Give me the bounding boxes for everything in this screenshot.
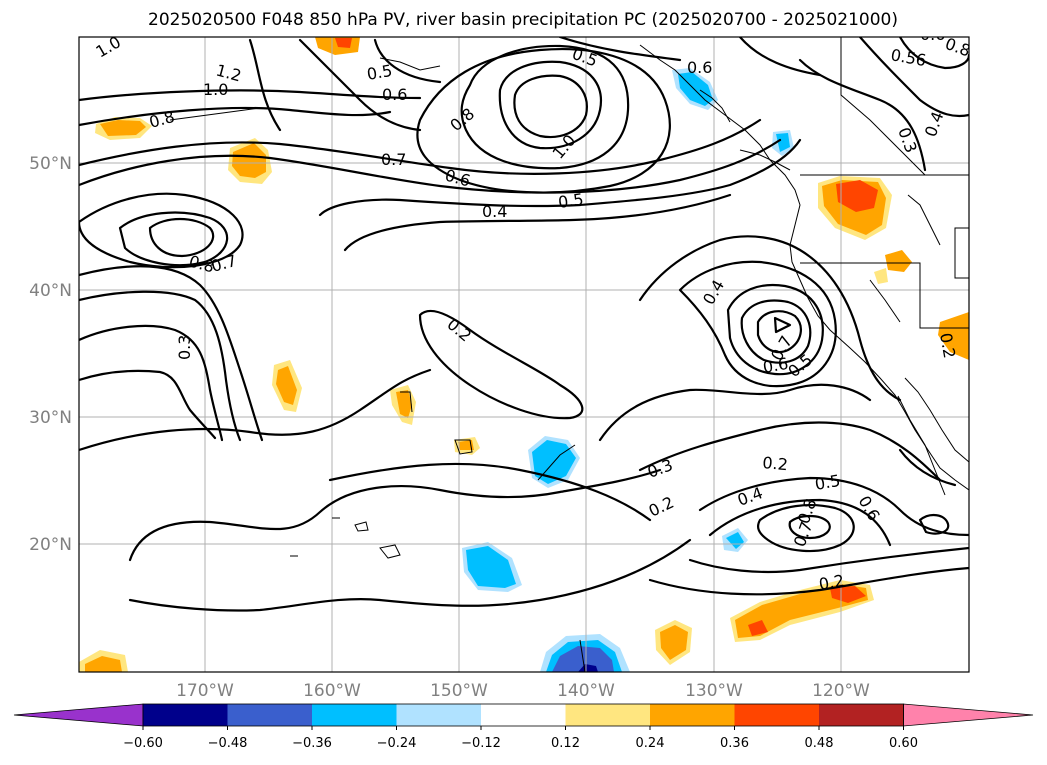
precip-positive-area — [396, 390, 412, 418]
colorbar-tick-label: 0.36 — [720, 736, 749, 751]
contour-label: 0.5 — [813, 471, 841, 494]
contour-label: 0.6 — [761, 354, 789, 377]
colorbar-tick-label: −0.36 — [292, 736, 332, 751]
colorbar-tick-label: 0.48 — [805, 736, 834, 751]
coast-small-features — [400, 391, 586, 672]
lat-label-50n: 50°N — [29, 154, 72, 174]
lat-label-40n: 40°N — [29, 281, 72, 301]
precip-positive-area — [885, 250, 912, 272]
precip-negative-area — [726, 532, 744, 549]
longitude-labels: 170°W 160°W 150°W 140°W 130°W 120°W — [176, 681, 870, 701]
precip-positive-area — [100, 120, 146, 136]
precip-negative-area — [678, 72, 713, 106]
colorbar-swatch — [819, 704, 904, 726]
precip-positive-area — [335, 38, 352, 48]
map-frame — [78, 36, 970, 673]
map-title: 2025020500 F048 850 hPa PV, river basin … — [148, 10, 898, 30]
colorbar-swatch — [481, 704, 566, 726]
lon-label-120w: 120°W — [812, 681, 870, 701]
contour-label: 0.7 — [381, 150, 406, 169]
lat-label-20n: 20°N — [29, 535, 72, 555]
colorbar-tick-label: 0.12 — [551, 736, 580, 751]
colorbar-tick-label: −0.48 — [208, 736, 248, 751]
lon-label-150w: 150°W — [430, 681, 488, 701]
contour-label: 0.6 — [382, 85, 407, 104]
precip-positive-area — [830, 586, 866, 603]
precip-positive-area — [232, 143, 266, 178]
colorbar-extend-low — [13, 703, 144, 727]
lat-label-30n: 30°N — [29, 408, 72, 428]
colorbar-swatch — [734, 704, 820, 726]
colorbar-tick-label: −0.12 — [461, 736, 501, 751]
colorbar-swatch — [312, 704, 397, 726]
contour-label: 0.2 — [936, 331, 959, 359]
precip-positive-area — [748, 620, 768, 636]
contour-label: 1.0 — [203, 80, 228, 99]
lon-label-130w: 130°W — [685, 681, 743, 701]
coastlines-borders — [169, 37, 969, 559]
precip-positive-area — [660, 625, 688, 660]
colorbar-frame — [142, 703, 904, 727]
contour-label: 0.2 — [817, 571, 845, 594]
colorbar-swatch — [143, 704, 228, 726]
latitude-labels: 50°N 40°N 30°N 20°N — [29, 154, 72, 555]
colorbar-tick-label: −0.24 — [377, 736, 417, 751]
contour-label: 0.5 — [365, 61, 393, 84]
contour-label: 0.5 — [557, 190, 585, 212]
lon-label-170w: 170°W — [176, 681, 234, 701]
contour-label: 0.2 — [762, 453, 789, 474]
colorbar-extend-high — [903, 703, 1034, 727]
colorbar-swatch — [650, 704, 735, 726]
colorbar-swatch — [565, 704, 651, 726]
colorbar-tick-label: −0.60 — [123, 736, 163, 751]
contour-label: 0.4 — [482, 202, 507, 221]
precip-positive-area — [874, 268, 888, 284]
precip-negative-area — [776, 133, 790, 152]
contour-label: 0.6 — [920, 25, 945, 44]
colorbar-tick-label: 0.24 — [636, 736, 665, 751]
map-panel: 1.0 1.2 1.0 0.8 0.5 0.6 0.5 0.6 0.8 1.0 … — [79, 25, 969, 672]
precip-positive-area — [836, 180, 878, 212]
precip-positive-area — [85, 656, 122, 672]
pv-contours — [79, 37, 969, 612]
lon-label-140w: 140°W — [557, 681, 615, 701]
lon-label-160w: 160°W — [303, 681, 361, 701]
precip-negative-area — [466, 546, 516, 588]
colorbar-swatch — [396, 704, 482, 726]
precip-positive-area — [276, 366, 297, 405]
colorbar: −0.60 −0.48 −0.36 −0.24 −0.12 0.12 0.24 0.36 0.4… — [13, 703, 1034, 751]
colorbar-tick-label: 0.60 — [889, 736, 918, 751]
contour-label: 0.6 — [687, 58, 712, 77]
contour-label: 0.3 — [175, 335, 194, 360]
precip-negative-area — [578, 664, 598, 672]
precip-positive-area — [938, 312, 969, 360]
colorbar-swatch — [227, 704, 313, 726]
